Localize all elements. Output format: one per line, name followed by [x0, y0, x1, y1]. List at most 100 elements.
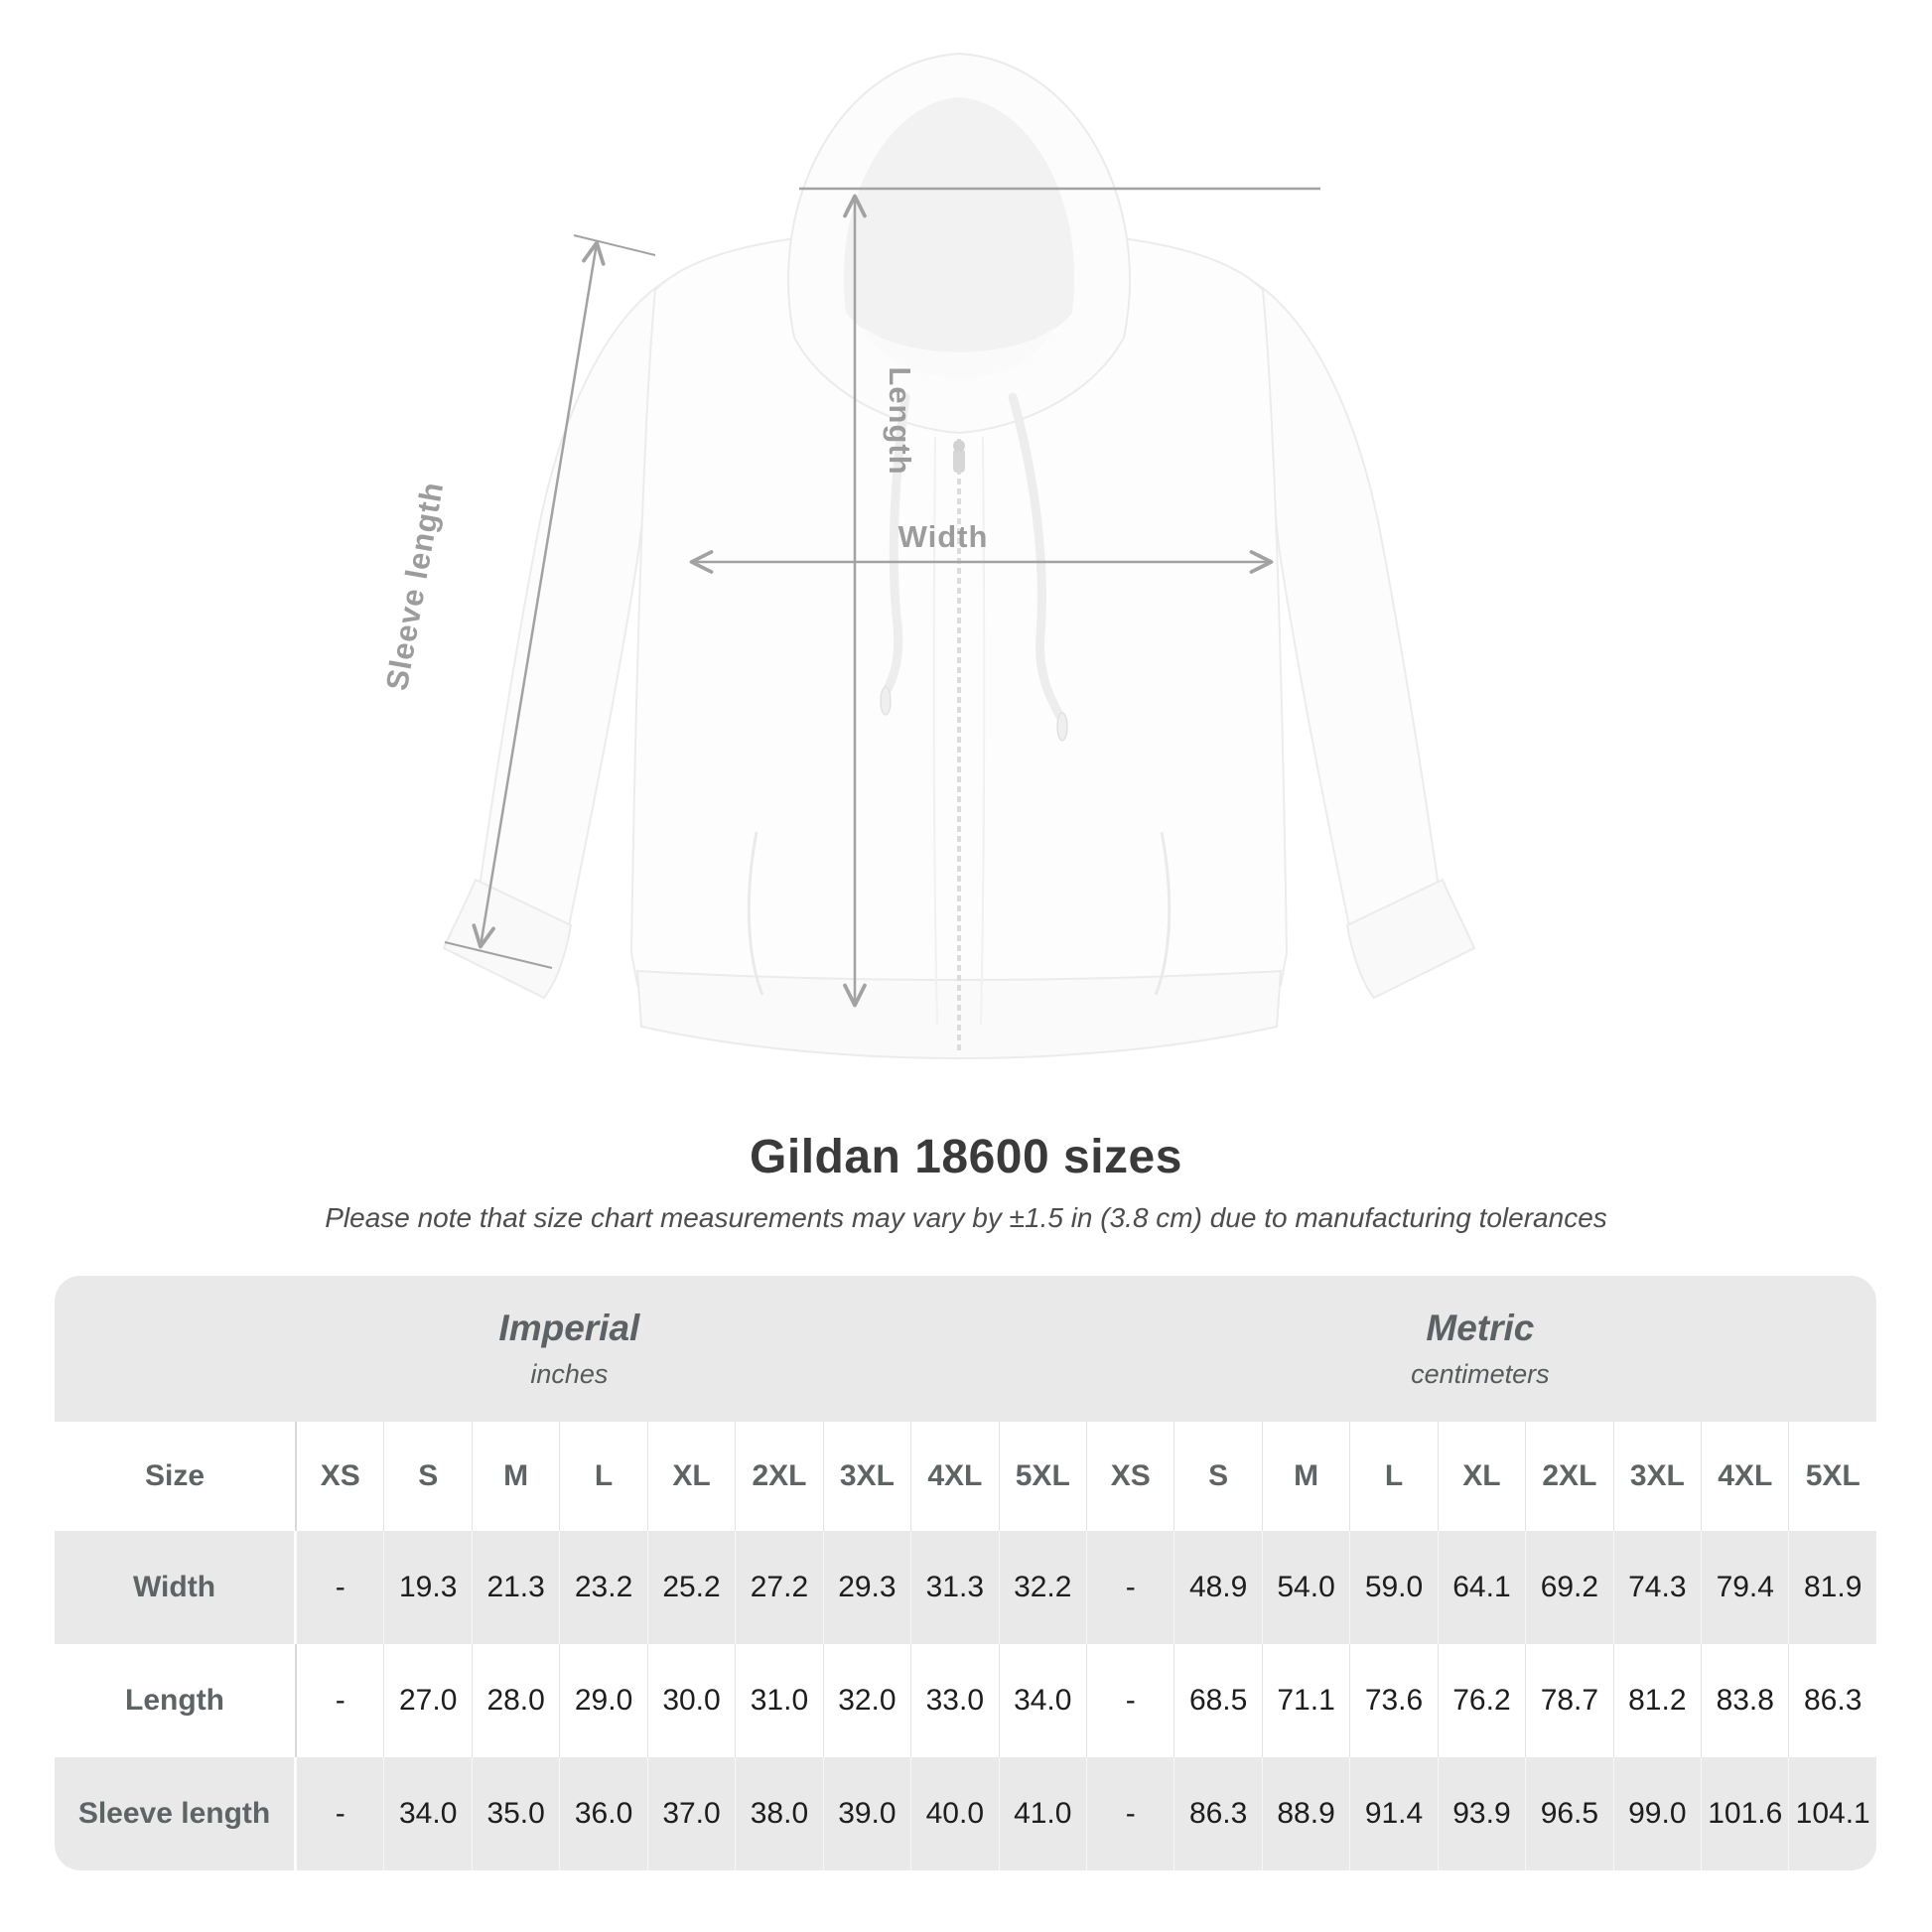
measurement-value-imperial: 38.0	[736, 1757, 824, 1870]
sleeve-length-label: Sleeve length	[379, 479, 450, 693]
size-col-header-imperial: 2XL	[736, 1422, 824, 1531]
measurement-value-imperial: -	[297, 1757, 385, 1870]
measurement-value-imperial: 31.3	[911, 1531, 1000, 1644]
measurement-value-metric: 48.9	[1174, 1531, 1263, 1644]
measurement-value-metric: 101.6	[1702, 1757, 1790, 1870]
measurement-value-imperial: 21.3	[473, 1531, 561, 1644]
page-subtitle: Please note that size chart measurements…	[325, 1202, 1607, 1233]
measurement-value-metric: 71.1	[1263, 1644, 1351, 1757]
hoodie-right-cuff	[1345, 878, 1476, 1000]
measurement-value-metric: 88.9	[1263, 1757, 1351, 1870]
size-col-header-metric: XS	[1087, 1422, 1175, 1531]
unit-band: Imperial inches Metric centimeters	[55, 1276, 1876, 1422]
measurement-value-imperial: 34.0	[1000, 1644, 1087, 1757]
hoodie-left-pocket-seam	[747, 831, 764, 996]
measurement-value-imperial: -	[297, 1531, 385, 1644]
measurement-value-imperial: -	[297, 1644, 385, 1757]
measurement-value-metric: 54.0	[1263, 1531, 1351, 1644]
measurement-value-metric: 104.1	[1795, 1797, 1870, 1830]
measurement-value-metric: 83.8	[1702, 1644, 1790, 1757]
metric-sublabel: centimeters	[1411, 1359, 1550, 1389]
measurement-value-metric: 59.0	[1350, 1531, 1439, 1644]
zipper-slider	[953, 440, 965, 452]
measurement-value-metric: 81.2	[1614, 1644, 1703, 1757]
imperial-sublabel: inches	[530, 1359, 609, 1389]
page-title: Gildan 18600 sizes	[750, 1131, 1182, 1183]
measurement-value-imperial: 27.0	[384, 1644, 473, 1757]
measurement-value-imperial: 39.0	[824, 1757, 912, 1870]
measurement-value-metric: 79.4	[1702, 1531, 1790, 1644]
size-col-header-imperial: XS	[297, 1422, 385, 1531]
measurement-value-metric: -	[1087, 1531, 1175, 1644]
left-drawcord	[882, 392, 910, 696]
size-table: Imperial inches Metric centimeters Size X…	[55, 1276, 1876, 1870]
measurement-value-metric: 74.3	[1614, 1531, 1703, 1644]
hoodie-right-pocket-seam	[1154, 831, 1172, 996]
table-header-row: Size XS S M L XL 2XL 3XL 4XL 5XL XS S M L XL 2XL 3XL 4XL 5…	[55, 1422, 1876, 1531]
imperial-unit-group: Imperial inches	[55, 1276, 1084, 1422]
size-col-header-imperial: 5XL	[1000, 1422, 1087, 1531]
size-col-header-metric: S	[1174, 1422, 1263, 1531]
row-label: Sleeve length	[55, 1757, 298, 1870]
measurement-value-metric: 76.2	[1439, 1644, 1527, 1757]
measurement-value-metric: 81.9	[1804, 1571, 1863, 1603]
size-col-header-metric: 4XL	[1702, 1422, 1790, 1531]
sleeve-bottom-extension-line	[444, 941, 553, 969]
measurement-value-imperial: 40.0	[911, 1757, 1000, 1870]
measurement-value-imperial: 41.0	[1000, 1757, 1087, 1870]
measurement-value-imperial: 27.2	[736, 1531, 824, 1644]
size-col-header-metric: XL	[1439, 1422, 1527, 1531]
metric-label: Metric	[1426, 1308, 1535, 1348]
table-row-sleeve-length: Sleeve length -34.0 35.0 36.0 37.0 38.0 39.0 40…	[55, 1757, 1876, 1870]
width-label: Width	[898, 519, 989, 554]
size-column-header: Size	[55, 1422, 298, 1531]
size-col-header-imperial: S	[384, 1422, 473, 1531]
size-col-header-imperial: 4XL	[911, 1422, 1000, 1531]
size-col-header-imperial: L	[560, 1422, 648, 1531]
size-col-header-metric: L	[1350, 1422, 1439, 1531]
measurement-value-imperial: 31.0	[736, 1644, 824, 1757]
zipper-pull	[953, 449, 965, 473]
measurement-value-metric: 68.5	[1174, 1644, 1263, 1757]
measurement-value-imperial: 25.2	[648, 1531, 737, 1644]
hoodie-measurement-diagram: Length Width Sleeve length	[379, 52, 1476, 1060]
table-row-length: Length -27.0 28.0 29.0 30.0 31.0 32.0 33.0 34.0-…	[55, 1644, 1876, 1757]
measurement-value-metric: -	[1087, 1757, 1175, 1870]
measurement-value-imperial: 36.0	[560, 1757, 648, 1870]
metric-unit-group: Metric centimeters	[1084, 1276, 1876, 1422]
measurement-value-metric: -	[1087, 1644, 1175, 1757]
measurement-value-metric: 78.7	[1526, 1644, 1614, 1757]
measurement-value-imperial: 29.0	[560, 1644, 648, 1757]
row-label: Width	[55, 1531, 298, 1644]
measurement-value-metric: 86.3	[1804, 1684, 1863, 1717]
size-col-header-imperial: M	[473, 1422, 561, 1531]
size-col-header-imperial: XL	[648, 1422, 737, 1531]
measurement-value-imperial: 30.0	[648, 1644, 737, 1757]
measurement-annotations	[444, 187, 1320, 1008]
measurement-value-metric: 96.5	[1526, 1757, 1614, 1870]
measurement-value-metric: 64.1	[1439, 1531, 1527, 1644]
measurement-value-imperial: 32.0	[824, 1644, 912, 1757]
measurement-value-imperial: 32.2	[1000, 1531, 1087, 1644]
hoodie-right-placket-seam	[980, 436, 986, 1026]
title-block: Gildan 18600 sizes Please note that size…	[0, 1130, 1932, 1234]
measurement-value-imperial: 19.3	[384, 1531, 473, 1644]
measurement-value-imperial: 35.0	[473, 1757, 561, 1870]
sleeve-length-arrow	[472, 240, 606, 949]
hood-opening	[843, 97, 1075, 352]
measurement-value-metric: 99.0	[1614, 1757, 1703, 1870]
measurement-value-imperial: 37.0	[648, 1757, 737, 1870]
measurement-value-imperial: 29.3	[824, 1531, 912, 1644]
right-drawcord	[1008, 392, 1065, 722]
sleeve-top-extension-line	[573, 234, 656, 256]
length-label: Length	[883, 366, 917, 475]
measurement-value-imperial: 23.2	[560, 1531, 648, 1644]
hoodie-left-placket-seam	[932, 436, 938, 1026]
row-label: Length	[55, 1644, 298, 1757]
right-drawcord-aglet	[1056, 712, 1068, 742]
size-col-header-metric: 5XL	[1805, 1459, 1861, 1492]
measurement-value-imperial: 28.0	[473, 1644, 561, 1757]
measurement-value-metric: 93.9	[1439, 1757, 1527, 1870]
measurement-value-metric: 73.6	[1350, 1644, 1439, 1757]
